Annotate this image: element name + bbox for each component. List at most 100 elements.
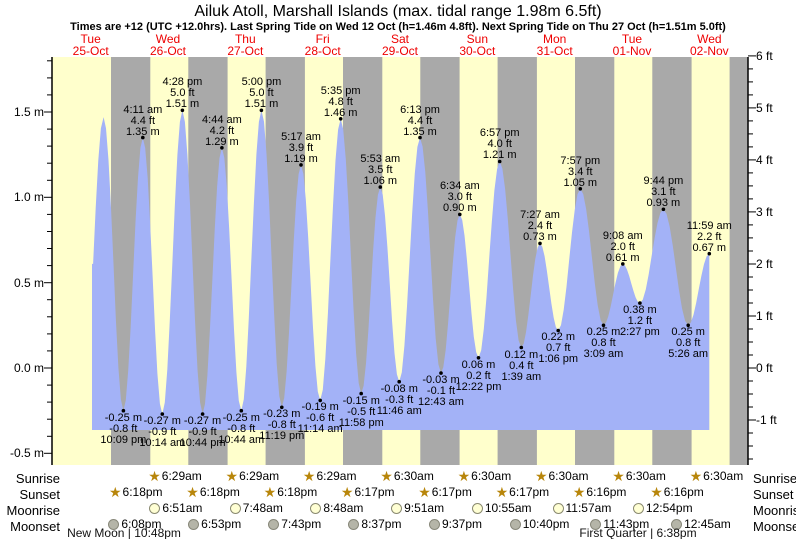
moonset-circle-icon [590,519,602,530]
tide-point-dot [180,108,185,113]
tide-label-line: -0.23 m [263,408,301,421]
chart-subtitle: Times are +12 (UTC +12.0hrs). Last Sprin… [70,21,726,33]
sunrise-entry: ★ 6:30am [458,469,512,483]
tide-label-line: 4.0 ft [487,138,512,151]
day-header: Sat 29-Oct [382,33,418,57]
astro-time: 6:53pm [201,517,242,531]
y-axis-right-label: 6 ft [756,48,773,63]
tide-label-line: 1.06 m [363,175,398,188]
low-tide-label: 0.06 m 0.2 ft 12:22 pm [456,359,502,393]
day-header: Tue 25-Oct [73,32,109,57]
tide-label-line: -0.25 m [104,411,142,424]
astro-time: 6:16pm [586,485,627,499]
tide-point-dot [338,117,343,121]
tide-label-line: 0.4 ft [509,359,534,372]
sunrise-star-icon: ★ [689,468,703,484]
tide-point-dot [707,251,712,256]
moonset-entry: 8:37pm [348,518,401,531]
tide-label-line: -0.27 m [143,415,181,428]
moonrise-entry: 10:55am [471,502,532,515]
high-tide-label: 5:17 am 3.9 ft 1.19 m [281,131,321,165]
moonset-circle-icon [108,519,120,530]
y-axis-right-label: 2 ft [756,256,773,271]
moonrise-entry: 12:54pm [632,502,693,515]
astro-row-label-sunrise-left: Sunrise [15,471,60,486]
moonset-entry: 10:40pm [509,518,569,531]
tide-label-line: -0.25 m [222,411,260,424]
day-name: Tue [80,32,101,46]
high-tide-label: 7:27 am 2.4 ft 0.73 m [520,210,560,243]
tide-point-dot [638,301,642,305]
tide-label-line: 2.2 ft [697,230,722,243]
tide-label-line: -0.03 m [422,374,460,387]
sunset-entry: ★ 6:17pm [496,485,550,499]
sunrise-entry: ★ 6:29am [303,469,357,483]
low-tide-label: -0.27 m -0.9 ft 10:14 am [139,416,185,449]
tide-point-dot [299,163,303,167]
day-name: Wed [155,32,181,46]
tide-label-line: 5:53 am [360,153,401,166]
moon-phase-label: First Quarter | 6:38pm [579,526,697,539]
tide-label-line: 11:58 pm [338,416,384,429]
tide-point-dot [200,412,205,416]
high-tide-label: 11:59 am 2.2 ft 0.67 m [686,219,732,254]
astro-time: 9:51am [404,501,445,515]
high-tide-label: 5:35 pm 4.8 ft 1.46 m [321,85,361,119]
tide-point-dot [318,398,323,403]
tide-label-line: 1.2 ft [627,315,653,328]
y-axis-left-label: 0.5 m [13,275,44,290]
low-tide-label: -0.25 m -0.8 ft 10:09 pm [100,411,146,446]
tide-label-line: 6:34 am [439,180,480,193]
high-tide-label: 9:44 pm 3.1 ft 0.93 m [643,176,683,209]
tide-label-line: 0.90 m [442,202,477,215]
low-tide-label: -0.27 m -0.9 ft 10:44 pm [180,416,226,449]
tide-label-line: 9:08 am [602,229,643,242]
sunset-star-icon: ★ [186,484,199,500]
tide-label-line: 5:00 pm [241,76,282,89]
tide-label-line: 5.0 ft [249,87,274,100]
sunset-entry: ★ 6:17pm [341,485,395,499]
tide-label-line: 0.73 m [523,231,557,244]
tide-label-line: 3.9 ft [288,141,314,154]
low-tide-label: -0.19 m -0.6 ft 11:14 am [298,402,343,435]
tide-point-dot [538,241,542,246]
tide-label-line: 1:06 pm [538,353,579,366]
moonrise-circle-icon [552,503,564,514]
day-date: 31-Oct [536,43,573,58]
astro-time: 12:45am [684,517,731,531]
day-header: Wed 26-Oct [150,32,186,57]
y-axis-right-label: 4 ft [756,152,773,167]
moonrise-circle-icon [149,503,161,514]
moonrise-entry: 7:48am [229,502,283,515]
tide-label-line: -0.15 m [342,394,380,407]
tide-label-line: 0.2 ft [466,369,491,382]
sunrise-star-icon: ★ [612,468,625,484]
astro-time: 6:17pm [509,485,550,499]
day-header: Wed 02-Nov [690,33,729,57]
tide-label-line: 0.61 m [605,251,640,264]
moonrise-entry: 9:51am [391,502,444,515]
tide-label-line: 1.05 m [563,176,598,189]
night-band [729,57,748,465]
low-tide-label: 0.22 m 0.7 ft 1:06 pm [538,332,578,365]
sunset-star-icon: ★ [108,484,122,500]
sunset-entry: ★ 6:18pm [264,485,318,499]
tide-label-line: 11:59 am [686,219,732,232]
moonset-circle-icon [268,519,280,530]
tide-label-line: 10:44 am [218,433,265,446]
tide-label-line: 1.29 m [205,135,239,148]
y-axis-right-label: 0 ft [756,361,773,375]
tide-label-line: 0.22 m [541,331,576,344]
astro-time: 6:17pm [354,485,395,499]
day-header: Thu 27-Oct [227,33,263,57]
astro-time: 7:43pm [281,517,322,531]
tide-label-line: 6:13 pm [400,103,440,116]
low-tide-label: -0.03 m -0.1 ft 12:43 am [418,375,464,408]
moonset-entry: 11:43pm [590,518,649,531]
day-header: Fri 28-Oct [305,33,341,57]
tide-point-dot [661,207,666,212]
tide-label-line: 11:46 am [376,404,422,417]
tide-label-line: 4.4 ft [407,114,433,127]
tide-label-line: -0.6 ft [306,412,335,425]
